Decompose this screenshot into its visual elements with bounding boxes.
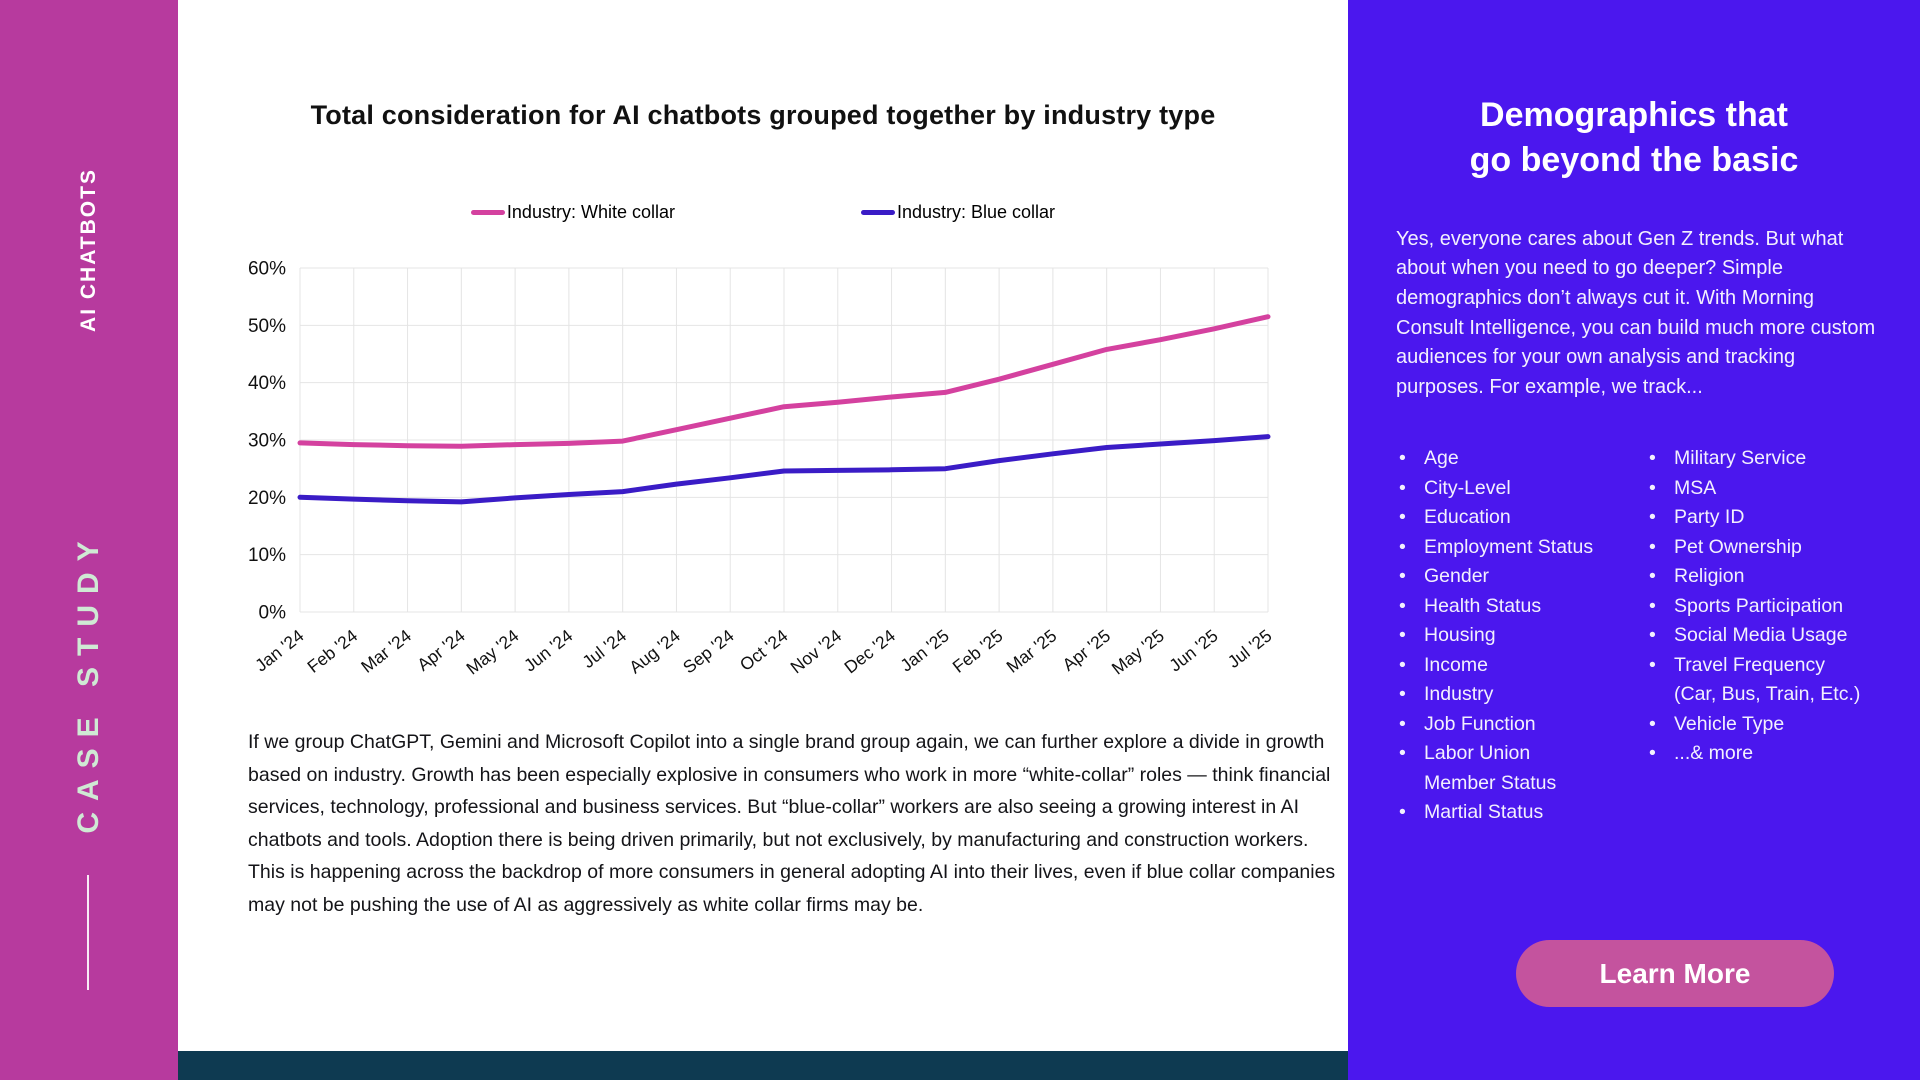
summary-paragraph: If we group ChatGPT, Gemini and Microsof…: [248, 731, 1336, 916]
svg-text:60%: 60%: [248, 259, 286, 280]
list-item: Gender: [1396, 562, 1646, 592]
sidebar-divider-line: [87, 875, 89, 990]
sidebar-topic-label: AI CHATBOTS: [77, 168, 100, 332]
bottom-accent-bar: [178, 1051, 1348, 1080]
svg-text:Mar '24: Mar '24: [357, 625, 415, 677]
svg-text:40%: 40%: [248, 373, 286, 394]
legend-item-blue-collar: Industry: Blue collar: [860, 202, 1056, 223]
list-item: Military Service: [1646, 444, 1904, 474]
svg-text:Dec '24: Dec '24: [840, 625, 899, 677]
list-item: ...& more: [1646, 739, 1904, 769]
list-item: Vehicle Type: [1646, 710, 1904, 740]
list-item: Sports Participation: [1646, 592, 1904, 622]
list-item: Party ID: [1646, 503, 1904, 533]
demographics-list-right: Military ServiceMSAParty IDPet Ownership…: [1646, 444, 1904, 769]
svg-text:Oct '24: Oct '24: [736, 625, 792, 675]
promo-heading: Demographics that go beyond the basic: [1358, 93, 1910, 183]
promo-paragraph: Yes, everyone cares about Gen Z trends. …: [1396, 227, 1876, 398]
chart-panel: Total consideration for AI chatbots grou…: [178, 0, 1348, 1080]
svg-text:Apr '25: Apr '25: [1059, 625, 1115, 675]
svg-text:May '25: May '25: [1108, 625, 1168, 678]
svg-text:Jul '25: Jul '25: [1224, 625, 1276, 672]
svg-text:Apr '24: Apr '24: [413, 625, 469, 675]
svg-text:Mar '25: Mar '25: [1002, 625, 1060, 676]
legend-label-white-collar: Industry: White collar: [506, 202, 675, 222]
svg-text:Feb '25: Feb '25: [949, 625, 1007, 676]
svg-text:May '24: May '24: [462, 625, 522, 678]
list-item: Health Status: [1396, 592, 1646, 622]
svg-text:Jun '25: Jun '25: [1165, 625, 1221, 675]
svg-text:Feb '24: Feb '24: [303, 625, 361, 677]
promo-sidebar: Demographics that go beyond the basic Ye…: [1348, 0, 1920, 1080]
svg-text:Jun '24: Jun '24: [520, 625, 577, 675]
svg-text:20%: 20%: [248, 488, 286, 509]
list-item: Travel Frequency (Car, Bus, Train, Etc.): [1646, 651, 1904, 710]
list-item: Income: [1396, 651, 1646, 681]
promo-heading-line2: go beyond the basic: [1469, 140, 1799, 179]
svg-text:Nov '24: Nov '24: [787, 625, 846, 677]
list-item: Employment Status: [1396, 533, 1646, 563]
promo-heading-line1: Demographics that: [1480, 96, 1788, 134]
chart-title: Total consideration for AI chatbots grou…: [310, 100, 1216, 130]
legend-item-white-collar: Industry: White collar: [470, 202, 675, 223]
svg-text:Aug '24: Aug '24: [625, 625, 684, 677]
list-item: Martial Status: [1396, 798, 1646, 828]
learn-more-button[interactable]: Learn More: [1516, 940, 1834, 1007]
list-item: MSA: [1646, 474, 1904, 504]
list-item: City-Level: [1396, 474, 1646, 504]
list-item: Labor Union Member Status: [1396, 739, 1646, 798]
list-item: Age: [1396, 444, 1646, 474]
list-item: Job Function: [1396, 710, 1646, 740]
sidebar-case-study-label: CASE STUDY: [72, 530, 105, 834]
svg-text:30%: 30%: [248, 431, 286, 452]
demographics-lists: AgeCity-LevelEducationEmployment StatusG…: [1396, 444, 1904, 828]
svg-text:0%: 0%: [259, 603, 287, 624]
list-item: Industry: [1396, 680, 1646, 710]
legend-label-blue-collar: Industry: Blue collar: [896, 202, 1056, 222]
svg-text:Jan '25: Jan '25: [896, 625, 952, 675]
left-sidebar: AI CHATBOTS CASE STUDY: [0, 0, 178, 1080]
list-item: Religion: [1646, 562, 1904, 592]
list-item: Social Media Usage: [1646, 621, 1904, 651]
svg-text:50%: 50%: [248, 316, 286, 337]
svg-text:Jul '24: Jul '24: [578, 625, 630, 672]
list-item: Housing: [1396, 621, 1646, 651]
svg-text:Sep '24: Sep '24: [679, 625, 738, 677]
svg-text:Jan '24: Jan '24: [251, 625, 308, 675]
chart-legend: Industry: White collar Industry: Blue co…: [178, 202, 1348, 223]
white-collar-line-swatch: [470, 210, 505, 215]
list-item: Education: [1396, 503, 1646, 533]
svg-text:10%: 10%: [248, 545, 286, 566]
demographics-list-left: AgeCity-LevelEducationEmployment StatusG…: [1396, 444, 1646, 828]
list-item: Pet Ownership: [1646, 533, 1904, 563]
blue-collar-line-swatch: [860, 210, 895, 215]
